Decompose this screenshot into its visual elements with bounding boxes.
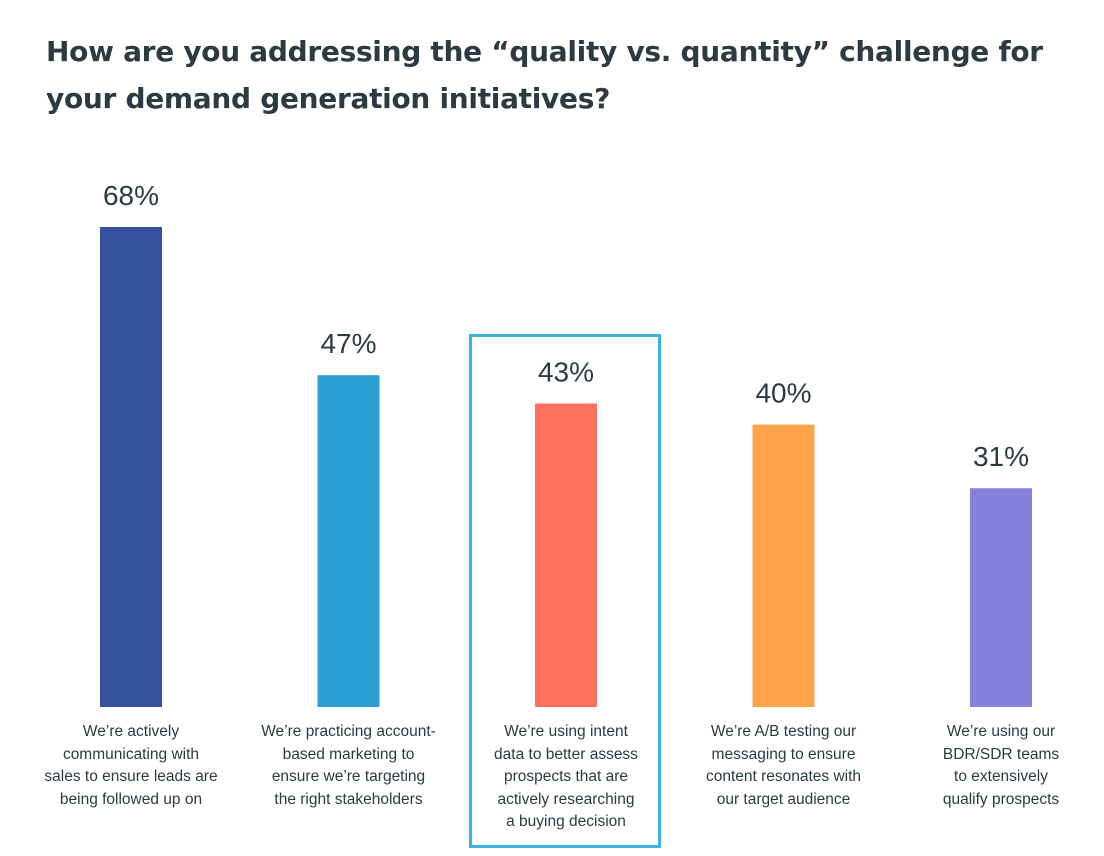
category-label-line: We’re A/B testing our	[710, 723, 857, 740]
category-label-line: BDR/SDR teams	[942, 745, 1060, 763]
category-label-line: sales to ensure leads are	[44, 768, 218, 785]
category-label-2: We’re practicing account-based marketing…	[249, 721, 449, 811]
category-label-line: communicating with	[62, 745, 200, 763]
bar-2	[317, 375, 380, 707]
category-label-line: messaging to ensure	[711, 745, 856, 763]
category-label-line: the right stakeholders	[274, 790, 423, 808]
category-label-line: to extensively	[954, 768, 1048, 785]
category-label-4: We’re A/B testing our messaging to ensure…	[684, 721, 884, 811]
category-label-line: data to better assess	[494, 745, 638, 763]
category-label-5: We’re using our BDR/SDR teams to extensive…	[901, 721, 1101, 811]
category-label-line: We’re practicing account-	[261, 723, 436, 740]
category-label-3: We’re using intent data to better assess p…	[466, 721, 666, 834]
category-label-line: being followed up on	[59, 790, 203, 808]
bar-chart: 68% 47% 43% 40% 31%	[100, 180, 1032, 707]
category-label-line: qualify prospects	[942, 790, 1060, 808]
bar-value-label-1: 68%	[103, 180, 159, 211]
bar-1	[100, 227, 162, 707]
bar-3	[535, 403, 597, 707]
chart-title: How are you addressing the “quality vs. …	[46, 35, 1043, 115]
category-label-line: prospects that are	[503, 768, 629, 785]
bar-4	[752, 424, 815, 707]
category-label-line: our target audience	[716, 790, 851, 808]
category-label-line: ensure we’re targeting	[271, 768, 426, 785]
category-label-line: a buying decision	[506, 813, 626, 830]
bar-value-label-3: 43%	[538, 357, 594, 388]
category-label-line: actively researching	[497, 790, 635, 808]
bar-5	[970, 488, 1032, 707]
bar-value-label-4: 40%	[755, 378, 811, 409]
category-label-line: We’re actively	[82, 723, 180, 740]
bar-value-label-5: 31%	[973, 441, 1029, 472]
category-label-line: content resonates with	[705, 768, 862, 785]
highlight-box	[469, 334, 661, 848]
bar-value-label-2: 47%	[320, 328, 376, 359]
category-label-1: We’re actively communicating with sales to…	[31, 721, 231, 811]
category-label-line: We’re using our	[946, 723, 1056, 740]
category-label-line: We’re using intent	[504, 723, 628, 740]
category-label-line: based marketing to	[282, 745, 415, 763]
